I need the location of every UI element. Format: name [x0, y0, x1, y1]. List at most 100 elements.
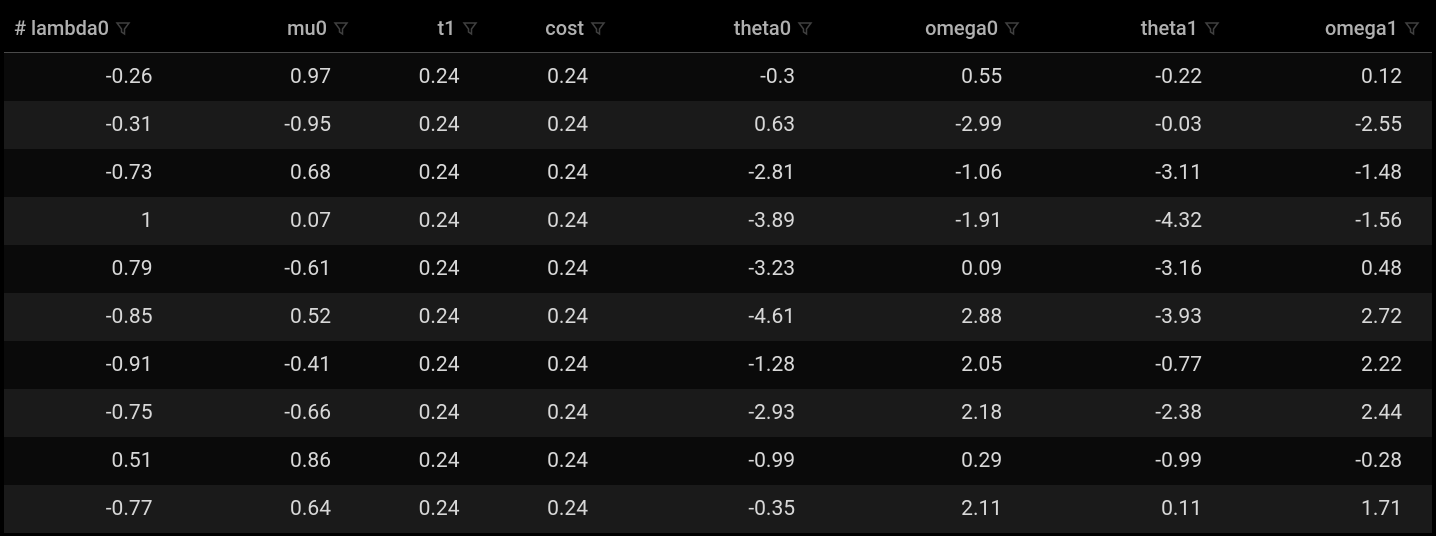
table-cell: -0.75 — [4, 389, 183, 437]
table-cell: 0.24 — [490, 197, 619, 245]
filter-icon[interactable] — [590, 20, 606, 36]
column-header-cost[interactable]: cost — [490, 8, 619, 53]
table-cell: 0.29 — [825, 437, 1032, 485]
table-header: # lambda0 mu0 t1 — [4, 8, 1432, 53]
filter-icon[interactable] — [333, 20, 349, 36]
table-cell: 0.24 — [361, 53, 490, 102]
table-cell: 0.24 — [490, 245, 619, 293]
table-cell: 0.24 — [490, 149, 619, 197]
table-cell: -0.31 — [4, 101, 183, 149]
table-cell: -0.85 — [4, 293, 183, 341]
filter-icon[interactable] — [115, 20, 131, 36]
table-cell: -0.99 — [1032, 437, 1232, 485]
table-row[interactable]: 10.070.240.24-3.89-1.91-4.32-1.56 — [4, 197, 1432, 245]
table-cell: 0.97 — [183, 53, 362, 102]
table-cell: -0.99 — [618, 437, 825, 485]
table-cell: 0.24 — [361, 389, 490, 437]
table-cell: -0.61 — [183, 245, 362, 293]
table-cell: 0.24 — [490, 389, 619, 437]
table-cell: 2.18 — [825, 389, 1032, 437]
table-cell: 0.24 — [490, 341, 619, 389]
table-cell: 0.11 — [1032, 485, 1232, 533]
column-header-omega0[interactable]: omega0 — [825, 8, 1032, 53]
header-row: # lambda0 mu0 t1 — [4, 8, 1432, 53]
column-header-lambda0[interactable]: # lambda0 — [4, 8, 183, 53]
table-cell: 0.24 — [361, 245, 490, 293]
table-cell: 2.44 — [1232, 389, 1432, 437]
table-row[interactable]: -0.31-0.950.240.240.63-2.99-0.03-2.55 — [4, 101, 1432, 149]
table-cell: -3.16 — [1032, 245, 1232, 293]
table-cell: 0.24 — [361, 293, 490, 341]
table-cell: 0.24 — [361, 437, 490, 485]
table-row[interactable]: -0.75-0.660.240.24-2.932.18-2.382.44 — [4, 389, 1432, 437]
table-cell: 0.24 — [490, 293, 619, 341]
table-cell: -0.91 — [4, 341, 183, 389]
table-cell: -0.3 — [618, 53, 825, 102]
table-cell: -1.48 — [1232, 149, 1432, 197]
filter-icon[interactable] — [462, 20, 478, 36]
table-cell: -2.93 — [618, 389, 825, 437]
column-header-theta1[interactable]: theta1 — [1032, 8, 1232, 53]
filter-icon[interactable] — [797, 20, 813, 36]
table-cell: 2.11 — [825, 485, 1032, 533]
table-cell: 0.64 — [183, 485, 362, 533]
table-cell: -3.23 — [618, 245, 825, 293]
table-cell: -2.38 — [1032, 389, 1232, 437]
table-cell: 0.24 — [490, 437, 619, 485]
table-cell: -0.66 — [183, 389, 362, 437]
table-cell: -1.06 — [825, 149, 1032, 197]
column-label: theta1 — [1141, 16, 1198, 40]
column-label: mu0 — [287, 16, 327, 40]
table-cell: 2.22 — [1232, 341, 1432, 389]
table-cell: 0.24 — [361, 101, 490, 149]
table-cell: -0.22 — [1032, 53, 1232, 102]
table-row[interactable]: -0.260.970.240.24-0.30.55-0.220.12 — [4, 53, 1432, 102]
column-header-mu0[interactable]: mu0 — [183, 8, 362, 53]
table-row[interactable]: -0.91-0.410.240.24-1.282.05-0.772.22 — [4, 341, 1432, 389]
column-header-omega1[interactable]: omega1 — [1232, 8, 1432, 53]
table-cell: 2.88 — [825, 293, 1032, 341]
table-row[interactable]: -0.730.680.240.24-2.81-1.06-3.11-1.48 — [4, 149, 1432, 197]
table-cell: 2.05 — [825, 341, 1032, 389]
table-cell: -1.28 — [618, 341, 825, 389]
table-cell: 0.48 — [1232, 245, 1432, 293]
table-body: -0.260.970.240.24-0.30.55-0.220.12-0.31-… — [4, 53, 1432, 534]
table-cell: 0.24 — [490, 53, 619, 102]
table-cell: -0.73 — [4, 149, 183, 197]
table-cell: 0.09 — [825, 245, 1032, 293]
filter-icon[interactable] — [1004, 20, 1020, 36]
filter-icon[interactable] — [1204, 20, 1220, 36]
table-cell: 0.24 — [361, 149, 490, 197]
table-cell: -0.28 — [1232, 437, 1432, 485]
table-cell: -3.89 — [618, 197, 825, 245]
table-cell: 0.68 — [183, 149, 362, 197]
table-cell: 0.55 — [825, 53, 1032, 102]
table-cell: 0.79 — [4, 245, 183, 293]
filter-icon[interactable] — [1404, 20, 1420, 36]
table-cell: -2.81 — [618, 149, 825, 197]
table-cell: 0.24 — [490, 485, 619, 533]
column-label: cost — [545, 16, 584, 40]
table-cell: 1 — [4, 197, 183, 245]
column-label: omega1 — [1325, 16, 1398, 40]
column-label: t1 — [437, 16, 455, 40]
table-cell: -4.32 — [1032, 197, 1232, 245]
table-cell: 0.24 — [361, 197, 490, 245]
table-cell: -0.26 — [4, 53, 183, 102]
table-row[interactable]: -0.850.520.240.24-4.612.88-3.932.72 — [4, 293, 1432, 341]
table-cell: 0.24 — [361, 341, 490, 389]
table-cell: 1.71 — [1232, 485, 1432, 533]
table-row[interactable]: 0.510.860.240.24-0.990.29-0.99-0.28 — [4, 437, 1432, 485]
data-table: # lambda0 mu0 t1 — [4, 8, 1432, 533]
table-row[interactable]: 0.79-0.610.240.24-3.230.09-3.160.48 — [4, 245, 1432, 293]
table-row[interactable]: -0.770.640.240.24-0.352.110.111.71 — [4, 485, 1432, 533]
column-header-theta0[interactable]: theta0 — [618, 8, 825, 53]
table-cell: -3.93 — [1032, 293, 1232, 341]
table-cell: -1.56 — [1232, 197, 1432, 245]
column-header-t1[interactable]: t1 — [361, 8, 490, 53]
column-label: theta0 — [734, 16, 791, 40]
table-cell: 0.63 — [618, 101, 825, 149]
table-cell: -0.35 — [618, 485, 825, 533]
table-cell: -0.95 — [183, 101, 362, 149]
table-cell: -3.11 — [1032, 149, 1232, 197]
